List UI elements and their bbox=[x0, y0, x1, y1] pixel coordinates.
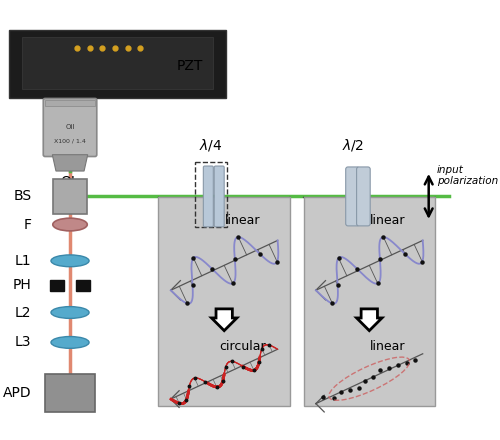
Text: X100 / 1.4: X100 / 1.4 bbox=[54, 139, 86, 143]
Bar bbox=[45, 100, 95, 106]
Text: BS: BS bbox=[14, 190, 32, 203]
Text: input
polarization: input polarization bbox=[437, 165, 498, 186]
Polygon shape bbox=[52, 155, 88, 171]
Bar bbox=[158, 197, 290, 406]
Text: linear: linear bbox=[224, 214, 260, 227]
Polygon shape bbox=[22, 37, 213, 88]
Text: L3: L3 bbox=[15, 335, 32, 349]
Text: PH: PH bbox=[12, 278, 32, 292]
FancyBboxPatch shape bbox=[346, 167, 360, 226]
Polygon shape bbox=[9, 29, 226, 98]
Text: linear: linear bbox=[370, 214, 405, 227]
Bar bbox=[53, 179, 88, 214]
Ellipse shape bbox=[51, 255, 89, 267]
Text: L1: L1 bbox=[15, 254, 32, 268]
Bar bbox=[45, 374, 95, 412]
FancyBboxPatch shape bbox=[204, 166, 214, 227]
Text: Oil: Oil bbox=[66, 125, 74, 131]
Text: F: F bbox=[24, 217, 32, 231]
Text: $\lambda$/4: $\lambda$/4 bbox=[200, 137, 223, 153]
Text: PZT: PZT bbox=[176, 59, 203, 73]
Bar bbox=[50, 280, 64, 291]
Bar bbox=[76, 280, 90, 291]
Text: $\lambda$/2: $\lambda$/2 bbox=[342, 137, 364, 153]
FancyBboxPatch shape bbox=[356, 167, 370, 226]
Ellipse shape bbox=[51, 337, 89, 348]
FancyArrow shape bbox=[212, 309, 237, 330]
FancyBboxPatch shape bbox=[214, 166, 224, 227]
Text: OL: OL bbox=[60, 175, 80, 189]
Text: L2: L2 bbox=[15, 305, 32, 319]
Bar bbox=[304, 197, 435, 406]
Bar bbox=[194, 162, 228, 227]
Text: APD: APD bbox=[3, 386, 32, 400]
Ellipse shape bbox=[53, 218, 88, 231]
Text: circular: circular bbox=[219, 340, 266, 353]
Ellipse shape bbox=[51, 307, 89, 319]
FancyBboxPatch shape bbox=[44, 99, 97, 157]
Text: linear: linear bbox=[370, 340, 405, 353]
FancyArrow shape bbox=[356, 309, 382, 330]
